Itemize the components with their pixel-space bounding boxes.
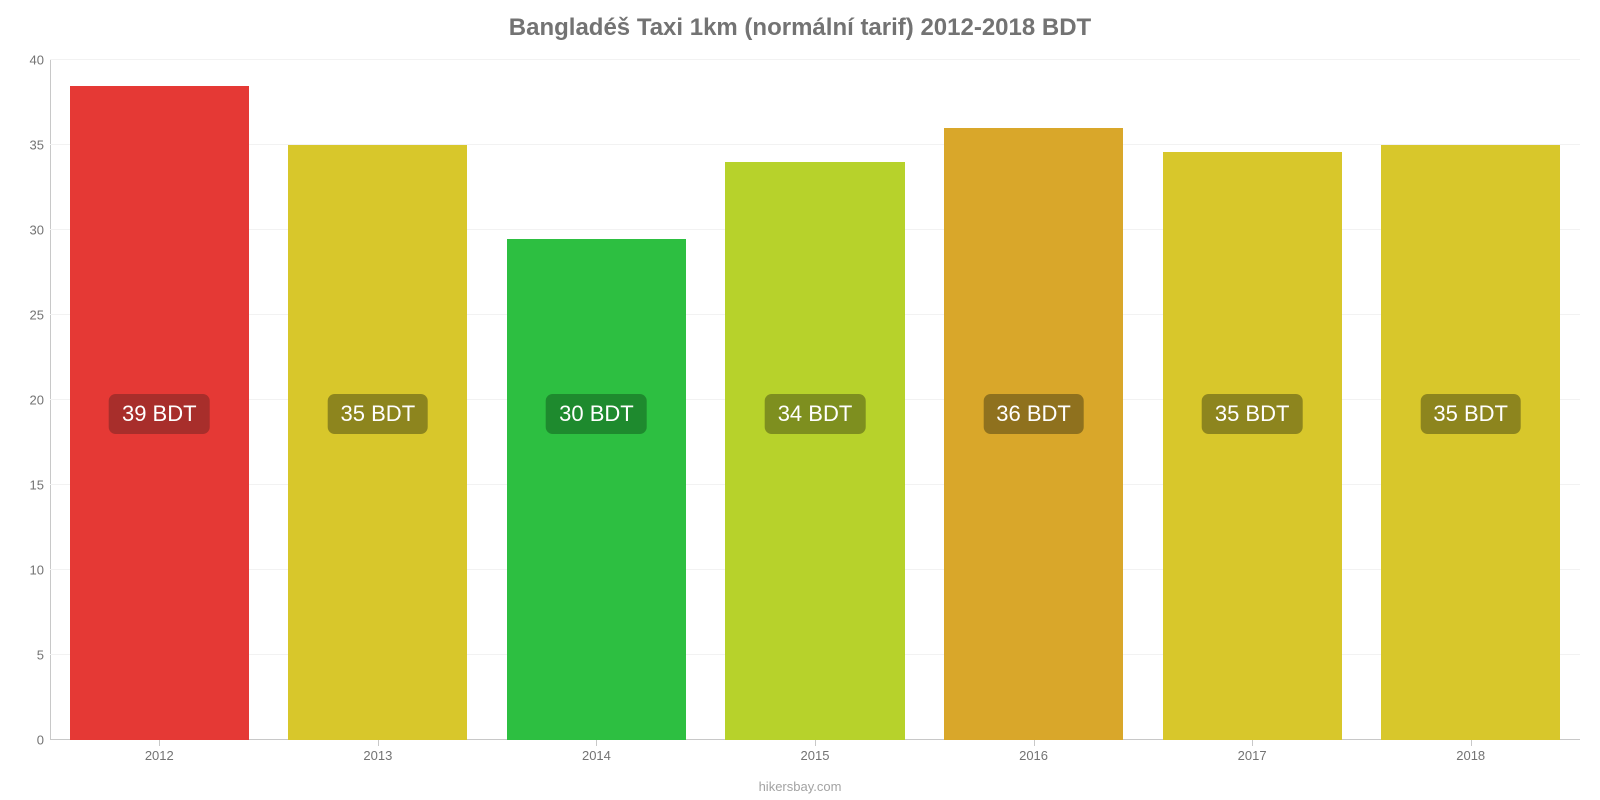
plot-area: 0510152025303540201239 BDT201335 BDT2014… <box>50 60 1580 740</box>
bar-value-label: 36 BDT <box>983 394 1084 434</box>
y-tick-label: 5 <box>4 648 44 663</box>
x-tick-label: 2016 <box>1019 748 1048 763</box>
gridline <box>50 144 1580 145</box>
bar-value-label: 30 BDT <box>546 394 647 434</box>
y-tick-label: 40 <box>4 53 44 68</box>
x-tick <box>159 740 160 746</box>
bar-value-label: 39 BDT <box>109 394 210 434</box>
bar: 35 BDT <box>288 145 467 740</box>
bar: 34 BDT <box>725 162 904 740</box>
x-tick <box>596 740 597 746</box>
x-tick <box>378 740 379 746</box>
y-tick-label: 20 <box>4 393 44 408</box>
x-tick-label: 2013 <box>363 748 392 763</box>
y-tick-label: 10 <box>4 563 44 578</box>
bar: 36 BDT <box>944 128 1123 740</box>
bar: 35 BDT <box>1381 145 1560 740</box>
gridline <box>50 59 1580 60</box>
bar-value-label: 35 BDT <box>328 394 429 434</box>
bar-value-label: 35 BDT <box>1202 394 1303 434</box>
x-tick <box>815 740 816 746</box>
attribution-text: hikersbay.com <box>0 779 1600 794</box>
bar-value-label: 35 BDT <box>1420 394 1521 434</box>
x-tick-label: 2017 <box>1238 748 1267 763</box>
y-tick-label: 0 <box>4 733 44 748</box>
x-tick <box>1034 740 1035 746</box>
bar-value-label: 34 BDT <box>765 394 866 434</box>
x-tick-label: 2014 <box>582 748 611 763</box>
x-tick-label: 2018 <box>1456 748 1485 763</box>
bar: 30 BDT <box>507 239 686 741</box>
x-tick <box>1471 740 1472 746</box>
x-tick-label: 2015 <box>801 748 830 763</box>
y-tick-label: 35 <box>4 138 44 153</box>
y-tick-label: 30 <box>4 223 44 238</box>
chart-container: Bangladéš Taxi 1km (normální tarif) 2012… <box>0 0 1600 800</box>
x-tick <box>1252 740 1253 746</box>
x-tick-label: 2012 <box>145 748 174 763</box>
y-axis-line <box>50 60 51 740</box>
bar: 35 BDT <box>1163 152 1342 740</box>
y-tick-label: 25 <box>4 308 44 323</box>
chart-title: Bangladéš Taxi 1km (normální tarif) 2012… <box>0 14 1600 42</box>
y-tick-label: 15 <box>4 478 44 493</box>
bar: 39 BDT <box>70 86 249 741</box>
